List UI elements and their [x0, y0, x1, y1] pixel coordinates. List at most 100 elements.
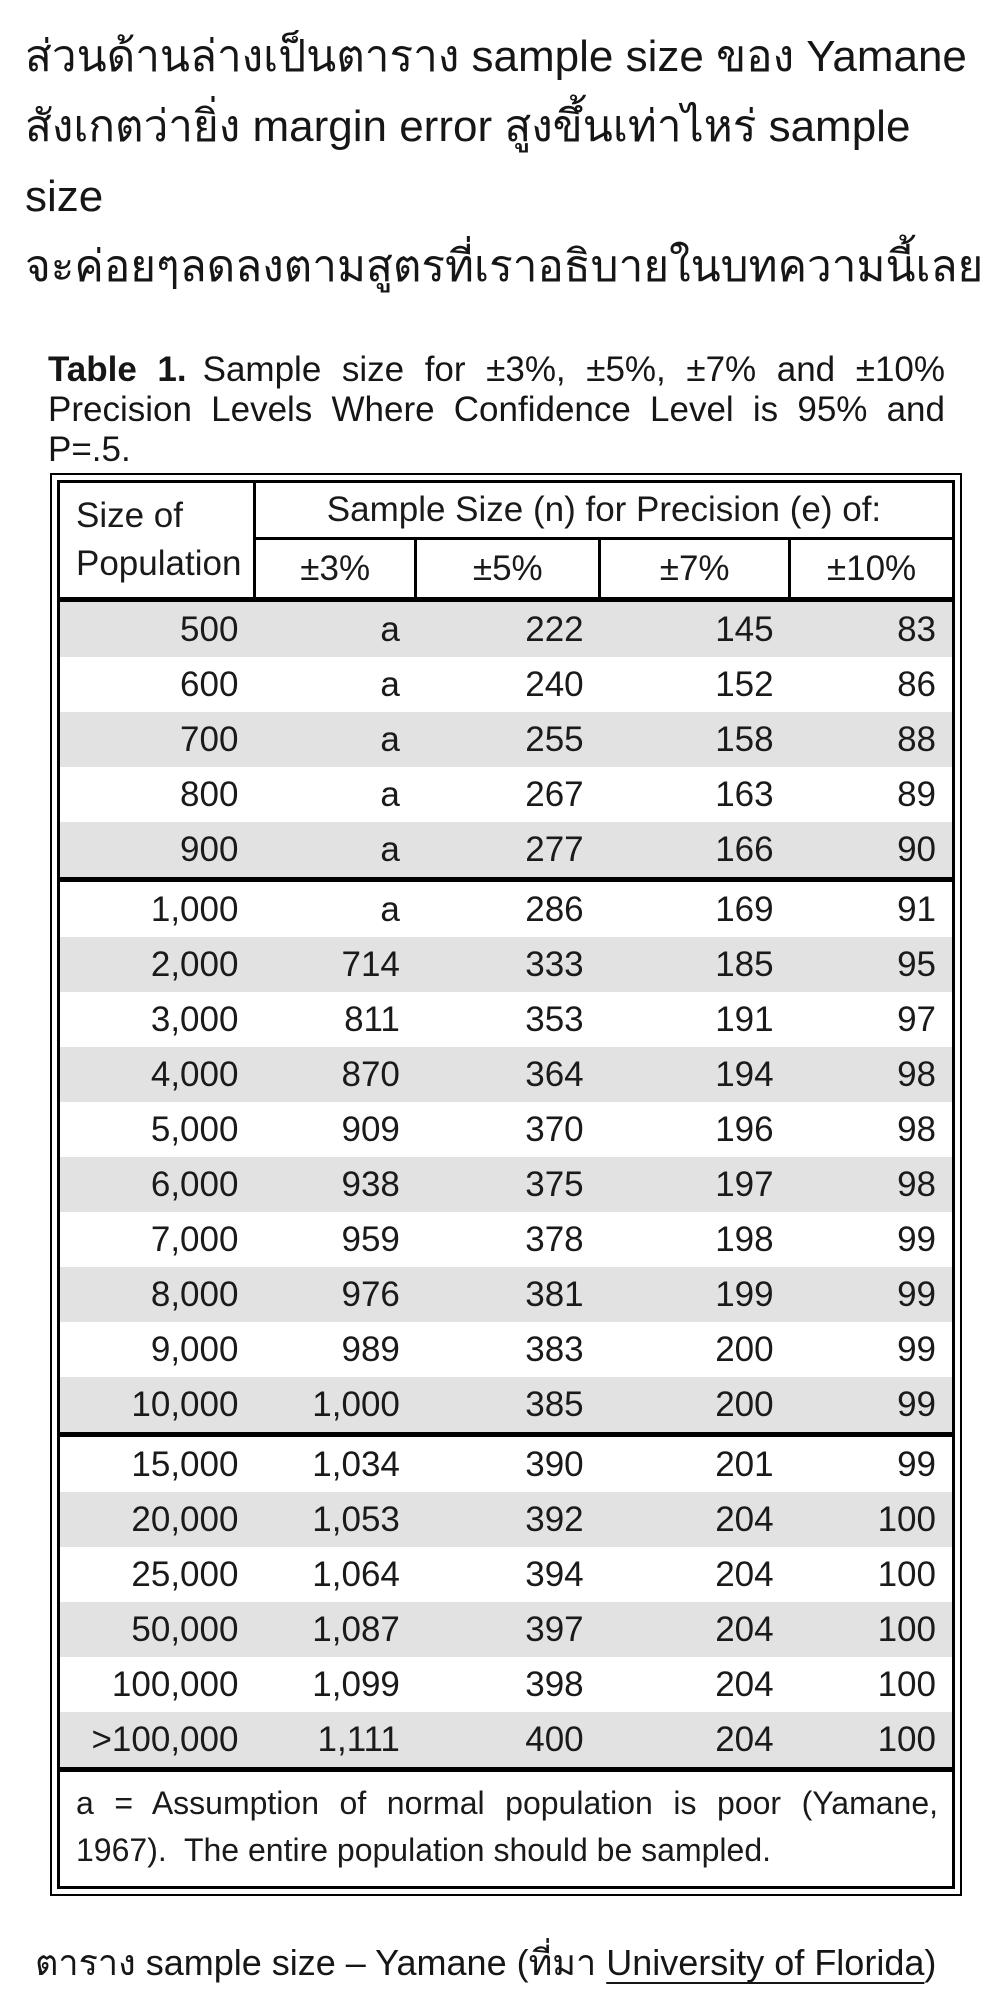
table-cell: 392 — [415, 1492, 600, 1547]
table-cell: 5,000 — [60, 1102, 255, 1157]
table-cell: 811 — [254, 992, 416, 1047]
table-row: 3,000 811 353 191 97 — [60, 992, 952, 1047]
table-row: 1,000 a 286 169 91 — [60, 877, 952, 937]
table-row: 500 a 222 145 83 — [60, 599, 952, 657]
table-cell: 398 — [415, 1657, 600, 1712]
table-cell: 83 — [789, 599, 952, 657]
image-caption: ตาราง sample size – Yamane (ที่มา Univer… — [35, 1934, 989, 1991]
table-cell: 95 — [789, 937, 952, 992]
table-cell: 15,000 — [60, 1432, 255, 1492]
table-cell: 800 — [60, 767, 255, 822]
table-row: 8,000 976 381 199 99 — [60, 1267, 952, 1322]
table-title: Table 1. Sample size for ±3%, ±5%, ±7% an… — [48, 350, 945, 470]
caption-text: ตาราง sample size – Yamane (ที่มา — [35, 1942, 607, 1983]
table-cell: 98 — [789, 1102, 952, 1157]
table-cell: 99 — [789, 1322, 952, 1377]
table-row: 800 a 267 163 89 — [60, 767, 952, 822]
table-cell: 100,000 — [60, 1657, 255, 1712]
table-cell: 204 — [599, 1492, 790, 1547]
table-row: 4,000 870 364 194 98 — [60, 1047, 952, 1102]
table-cell: 385 — [415, 1377, 600, 1435]
table-cell: 2,000 — [60, 937, 255, 992]
table-cell: 196 — [599, 1102, 790, 1157]
table-cell: 25,000 — [60, 1547, 255, 1602]
table-cell: 1,034 — [254, 1432, 416, 1492]
intro-paragraph: ส่วนด้านล่างเป็นตาราง sample size ของ Ya… — [25, 22, 989, 302]
table-row: 100,000 1,099 398 204 100 — [60, 1657, 952, 1712]
footnote-line-2: 1967). The entire population should be s… — [76, 1832, 771, 1868]
table-cell: 145 — [599, 599, 790, 657]
table-cell: 9,000 — [60, 1322, 255, 1377]
table-cell: 152 — [599, 657, 790, 712]
table-cell: 200 — [599, 1322, 790, 1377]
table-cell: 909 — [254, 1102, 416, 1157]
table-cell: 201 — [599, 1432, 790, 1492]
table-cell: 91 — [789, 877, 952, 937]
table-row: 20,000 1,053 392 204 100 — [60, 1492, 952, 1547]
table-cell: 7,000 — [60, 1212, 255, 1267]
table-row: 9,000 989 383 200 99 — [60, 1322, 952, 1377]
table-cell: 204 — [599, 1657, 790, 1712]
table-row: 700 a 255 158 88 — [60, 712, 952, 767]
table-cell: 353 — [415, 992, 600, 1047]
table-row: 600 a 240 152 86 — [60, 657, 952, 712]
table-cell: 8,000 — [60, 1267, 255, 1322]
table-cell: 277 — [415, 822, 600, 880]
intro-line-3: จะค่อยๆลดลงตามสูตรที่เราอธิบายในบทความนี… — [25, 242, 984, 291]
table-cell: 204 — [599, 1547, 790, 1602]
table-cell: 198 — [599, 1212, 790, 1267]
table-row: 25,000 1,064 394 204 100 — [60, 1547, 952, 1602]
table-cell: 364 — [415, 1047, 600, 1102]
table-footnote: a = Assumption of normal population is p… — [60, 1767, 952, 1886]
precision-header-3pct: ±3% — [254, 538, 418, 602]
table-cell: 959 — [254, 1212, 416, 1267]
table-title-text: Sample size for ±3%, ±5%, ±7% and ±10% — [202, 350, 945, 389]
intro-line-2: สังเกตว่ายิ่ง margin error สูงขึ้นเท่าไห… — [25, 102, 911, 221]
table-cell: 100 — [789, 1657, 952, 1712]
table-cell: 98 — [789, 1047, 952, 1102]
table-cell: a — [254, 712, 416, 767]
table-cell: 194 — [599, 1047, 790, 1102]
table-cell: >100,000 — [60, 1712, 255, 1767]
table-cell: 204 — [599, 1712, 790, 1767]
table-cell: 222 — [415, 599, 600, 657]
table-cell: 370 — [415, 1102, 600, 1157]
table-cell: 99 — [789, 1377, 952, 1435]
table-cell: 200 — [599, 1377, 790, 1435]
caption-suffix: ) — [924, 1942, 937, 1983]
table-cell: 89 — [789, 767, 952, 822]
table-cell: 100 — [789, 1602, 952, 1657]
table-cell: 1,000 — [60, 877, 255, 937]
table-row: 7,000 959 378 198 99 — [60, 1212, 952, 1267]
table-row: 50,000 1,087 397 204 100 — [60, 1602, 952, 1657]
table-cell: 255 — [415, 712, 600, 767]
table-cell: a — [254, 599, 416, 657]
table-cell: 185 — [599, 937, 790, 992]
table-cell: 191 — [599, 992, 790, 1047]
table-cell: 166 — [599, 822, 790, 880]
table-cell: 394 — [415, 1547, 600, 1602]
table-cell: 333 — [415, 937, 600, 992]
table-row: >100,000 1,111 400 204 100 — [60, 1712, 952, 1767]
table-cell: 870 — [254, 1047, 416, 1102]
table-cell: 99 — [789, 1267, 952, 1322]
table-cell: 199 — [599, 1267, 790, 1322]
population-header-line-2: Population — [76, 544, 242, 583]
table-cell: a — [254, 767, 416, 822]
table-cell: 3,000 — [60, 992, 255, 1047]
page: ส่วนด้านล่างเป็นตาราง sample size ของ Ya… — [0, 22, 999, 1983]
table-cell: a — [254, 657, 416, 712]
table-row: 900 a 277 166 90 — [60, 822, 952, 880]
table-cell: 50,000 — [60, 1602, 255, 1657]
table-cell: 378 — [415, 1212, 600, 1267]
table-title-line-2: Precision Levels Where Confidence Level … — [48, 390, 945, 429]
caption-source-link[interactable]: University of Florida — [606, 1942, 925, 1983]
table-cell: 1,111 — [254, 1712, 416, 1767]
table-cell: 88 — [789, 712, 952, 767]
precision-header-5pct: ±5% — [415, 538, 602, 602]
table-cell: 100 — [789, 1712, 952, 1767]
table-header: Size of Population Sample Size (n) for P… — [60, 483, 952, 602]
table-title-label: Table 1. — [48, 350, 187, 389]
table-cell: 1,099 — [254, 1657, 416, 1712]
table-cell: 100 — [789, 1492, 952, 1547]
